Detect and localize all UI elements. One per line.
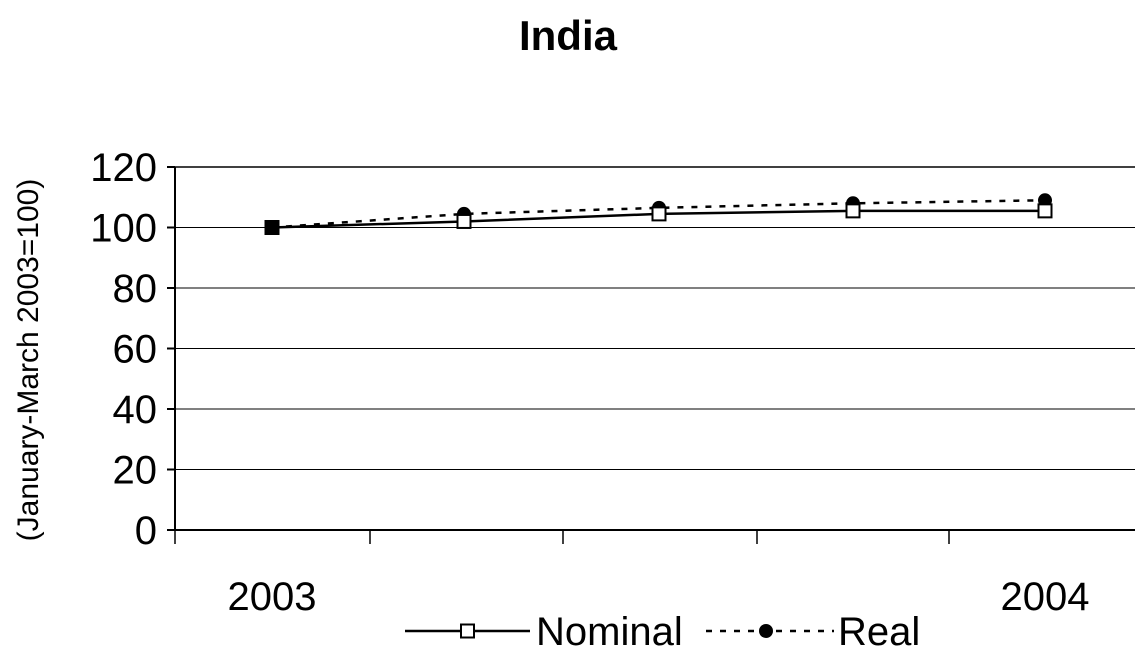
point-nominal-3 xyxy=(845,203,861,219)
point-nominal-2 xyxy=(651,206,667,222)
legend-label-real: Real xyxy=(838,610,920,647)
y-tick-label-120: 120 xyxy=(90,146,157,190)
y-axis-ticks: 0 20 40 60 80 100 120 xyxy=(90,146,175,553)
point-nominal-1 xyxy=(456,213,472,229)
x-tick-label-2004: 2004 xyxy=(1001,575,1090,619)
x-axis-ticks: 2003 2004 xyxy=(174,530,1090,619)
y-tick-label-40: 40 xyxy=(113,388,158,432)
legend-marker-real xyxy=(759,624,773,638)
legend-marker-nominal xyxy=(460,623,475,639)
point-nominal-0 xyxy=(264,220,280,235)
chart-title: India xyxy=(519,12,618,59)
point-nominal-4 xyxy=(1037,203,1053,219)
y-tick-label-0: 0 xyxy=(135,509,157,553)
gridlines xyxy=(175,227,1135,470)
y-axis-label: (January-March 2003=100) xyxy=(12,179,45,542)
legend-label-nominal: Nominal xyxy=(536,610,683,647)
y-tick-label-100: 100 xyxy=(90,207,157,251)
y-tick-label-60: 60 xyxy=(113,328,158,372)
y-tick-label-80: 80 xyxy=(113,267,158,311)
legend: Nominal Real xyxy=(405,610,920,647)
series-line-real xyxy=(271,199,1046,229)
y-tick-label-20: 20 xyxy=(113,449,158,493)
x-tick-label-2003: 2003 xyxy=(228,575,317,619)
series-layer xyxy=(264,193,1053,235)
plot-area: 0 20 40 60 80 100 120 2003 2004 xyxy=(90,146,1135,619)
